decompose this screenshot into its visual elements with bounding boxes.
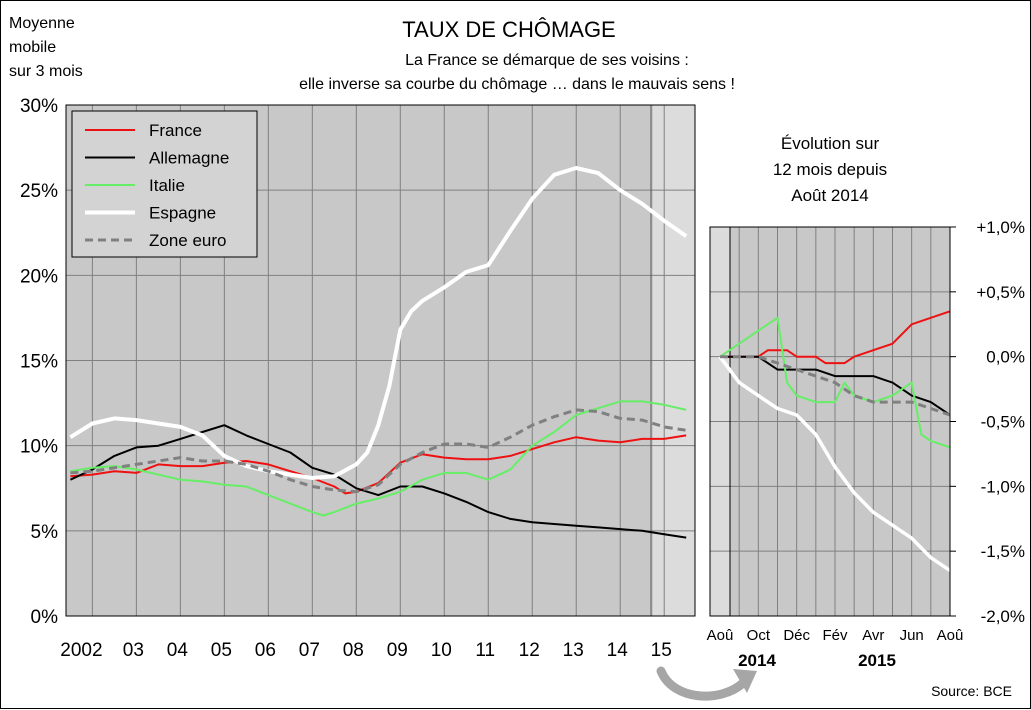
right-y-tick-label: -0,5% — [981, 413, 1025, 432]
main-series-lines — [69, 166, 688, 539]
main-x-tick-label: 05 — [211, 640, 232, 661]
legend-label-france: France — [149, 121, 202, 140]
right-x-tick-label: Aoû — [707, 627, 734, 644]
main-x-tick-label: 15 — [651, 640, 672, 661]
source-note: Source: BCE — [931, 683, 1012, 699]
series-line-allemagne — [69, 424, 687, 539]
right-y-tick-label: -1,0% — [981, 477, 1025, 496]
right-series-lines — [718, 310, 951, 573]
main-y-tick-label: 10% — [20, 437, 58, 458]
right-y-tick-label: -2,0% — [981, 607, 1025, 626]
curved-arrow-icon — [656, 666, 757, 701]
right-series-line-allemagne — [720, 355, 951, 416]
right-series-line-zone-euro — [720, 355, 951, 417]
right-panel-title-line-1: Évolution sur — [781, 134, 880, 153]
right-series-line-france — [720, 310, 951, 365]
legend-label-zone-euro: Zone euro — [149, 231, 227, 250]
main-x-tick-label: 14 — [607, 640, 629, 661]
main-x-tick-label: 07 — [299, 640, 320, 661]
main-x-tick-label: 09 — [387, 640, 408, 661]
right-y-tick-labels: +1,0% +0,5% 0,0% -0,5% -1,0% -1,5% -2,0% — [950, 218, 1025, 626]
right-y-tick-label: -1,5% — [981, 542, 1025, 561]
legend-label-allemagne: Allemagne — [149, 149, 229, 168]
right-series-line-italie — [719, 316, 951, 449]
right-year-label: 2015 — [858, 651, 896, 670]
right-x-tick-label: Oct — [747, 627, 771, 644]
right-x-tick-label: Déc — [783, 627, 810, 644]
main-plot-border — [65, 104, 696, 617]
legend-label-italie: Italie — [149, 176, 185, 195]
chart-subtitle-line-2: elle inverse sa courbe du chômage … dans… — [299, 76, 735, 93]
main-x-tick-label: 12 — [519, 640, 540, 661]
right-series-line-espagne — [718, 355, 951, 573]
series-line-zone-euro — [70, 408, 687, 494]
main-y-tick-label: 15% — [20, 352, 58, 373]
main-y-tick-label: 25% — [20, 181, 58, 202]
main-y-tick-label: 5% — [31, 522, 59, 543]
right-x-tick-label: Fév — [822, 627, 848, 644]
main-x-tick-label: 2002 — [60, 640, 102, 661]
main-x-tick-label: 03 — [123, 640, 144, 661]
main-x-tick-label: 08 — [343, 640, 364, 661]
right-x-tick-label: Avr — [862, 627, 884, 644]
right-panel-title-line-3: Août 2014 — [791, 186, 869, 205]
right-plot-border — [709, 226, 951, 617]
main-y-tick-labels: 0% 5% 10% 15% 20% 25% 30% — [20, 96, 58, 628]
right-x-tick-label: Aoû — [937, 627, 964, 644]
legend-box — [71, 110, 258, 258]
main-y-tick-label: 30% — [20, 96, 58, 117]
series-line-espagne — [69, 166, 688, 480]
moving-average-note-line-3: sur 3 mois — [9, 63, 83, 80]
legend: France Allemagne Italie Espagne Zone euro — [71, 110, 258, 258]
main-x-tick-label: 13 — [563, 640, 584, 661]
main-x-tick-label: 06 — [255, 640, 276, 661]
right-x-tick-label: Jun — [900, 627, 924, 644]
chart-title: TAUX DE CHÔMAGE — [402, 17, 616, 42]
series-line-italie — [70, 400, 687, 517]
right-panel-title-line-2: 12 mois depuis — [773, 160, 887, 179]
main-x-tick-label: 04 — [167, 640, 189, 661]
chart-subtitle-line-1: La France se démarque de ses voisins : — [405, 52, 689, 69]
main-x-tick-label: 11 — [475, 640, 495, 661]
main-x-tick-label: 10 — [431, 640, 452, 661]
main-y-tick-label: 20% — [20, 266, 58, 287]
right-y-tick-label: +0,5% — [976, 283, 1025, 302]
main-plot: 0% 5% 10% 15% 20% 25% 30% 2002 03 04 05 06 07 08 09 10… — [20, 96, 696, 661]
right-plot: +1,0% +0,5% 0,0% -0,5% -1,0% -1,5% -2,0% Aoû Oc… — [707, 218, 1025, 670]
right-y-tick-label: 0,0% — [986, 348, 1025, 367]
legend-label-espagne: Espagne — [149, 204, 216, 223]
moving-average-note-line-1: Moyenne — [9, 15, 75, 32]
right-year-label: 2014 — [738, 651, 776, 670]
moving-average-note-line-2: mobile — [9, 39, 56, 56]
right-y-tick-label: +1,0% — [976, 218, 1025, 237]
right-gridlines — [710, 227, 950, 616]
main-y-tick-label: 0% — [31, 607, 59, 628]
main-x-tick-labels: 2002 03 04 05 06 07 08 09 10 11 12 13 14 15 — [60, 640, 672, 661]
